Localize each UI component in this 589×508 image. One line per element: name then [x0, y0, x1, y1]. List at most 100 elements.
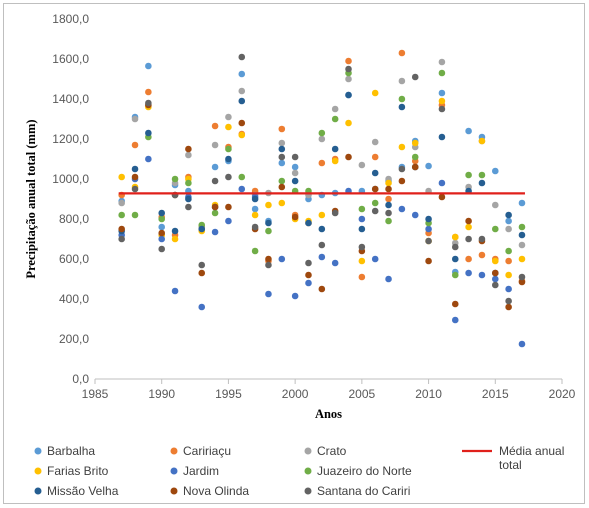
data-point [305, 279, 312, 287]
legend-item: Barbalha [34, 444, 95, 458]
data-point [505, 285, 512, 293]
data-point [305, 271, 312, 279]
data-point [371, 138, 379, 146]
x-tick-label: 2015 [482, 387, 509, 401]
data-point [318, 225, 326, 233]
series-farias-brito [118, 89, 526, 279]
data-point [425, 162, 432, 170]
data-point [211, 122, 219, 130]
data-point [345, 119, 352, 127]
data-point [225, 173, 232, 181]
series-crato [118, 58, 526, 249]
data-point [278, 199, 286, 207]
data-point [278, 183, 286, 191]
data-point [318, 159, 326, 167]
data-point [118, 173, 125, 181]
data-point [398, 103, 406, 111]
data-point [158, 235, 166, 243]
data-point [358, 243, 366, 251]
data-point [358, 161, 366, 169]
data-point [211, 177, 219, 185]
data-point [451, 243, 459, 251]
data-point [465, 255, 472, 263]
data-series [118, 49, 526, 348]
x-tick-label: 1990 [148, 387, 175, 401]
data-point [451, 271, 459, 279]
y-axis-ticks: 0,0 200,0 400,0 600,0 800,0 1000,0 1200,0 1400,… [52, 12, 89, 386]
legend-marker [34, 487, 42, 495]
data-point [385, 201, 392, 209]
data-point [291, 163, 299, 171]
data-point [398, 49, 406, 57]
data-point [518, 273, 526, 281]
data-point [238, 87, 246, 95]
legend-marker [34, 447, 42, 455]
data-point [225, 203, 232, 211]
legend-label: Juazeiro do Norte [317, 464, 412, 478]
legend-marker [304, 487, 312, 495]
data-point [291, 177, 299, 185]
data-point [358, 225, 366, 233]
data-point [185, 195, 192, 203]
data-point [238, 70, 246, 78]
series-caririaçu [118, 49, 526, 285]
data-point [398, 165, 406, 173]
data-point [438, 193, 446, 201]
data-point [198, 225, 206, 233]
data-point [318, 129, 326, 137]
data-point [318, 211, 326, 219]
data-point [211, 163, 219, 171]
data-point [425, 215, 432, 223]
data-point [371, 185, 379, 193]
data-point [398, 205, 406, 213]
data-point [491, 201, 499, 209]
legend-item: Farias Brito [34, 464, 109, 478]
data-point [385, 209, 392, 217]
data-point [505, 211, 512, 219]
data-point [291, 169, 299, 177]
data-point [398, 95, 406, 103]
data-point [238, 119, 246, 127]
data-point [358, 273, 366, 281]
data-point [345, 57, 352, 65]
legend-label: Caririaçu [183, 444, 231, 458]
data-point [385, 185, 392, 193]
data-point [331, 259, 339, 267]
y-tick-label: 1800,0 [52, 12, 89, 26]
data-point [451, 233, 459, 241]
data-point [465, 223, 472, 231]
data-point [198, 303, 206, 311]
data-point [185, 151, 192, 159]
data-point [505, 297, 512, 305]
data-point [478, 179, 486, 187]
y-tick-label: 400,0 [59, 292, 89, 306]
data-point [318, 285, 326, 293]
legend-label: Missão Velha [47, 484, 119, 498]
data-point [131, 115, 139, 123]
data-point [358, 257, 366, 265]
data-point [358, 205, 366, 213]
data-point [145, 62, 152, 70]
data-point [278, 153, 286, 161]
data-point [118, 199, 125, 207]
data-point [505, 257, 512, 265]
data-point [371, 153, 379, 161]
data-point [451, 255, 459, 263]
data-point [331, 145, 339, 153]
data-point [331, 105, 339, 113]
data-point [518, 255, 526, 263]
scatter-chart: 0,0 200,0 400,0 600,0 800,0 1000,0 1200,0 1400,… [24, 12, 576, 498]
data-point [158, 245, 166, 253]
data-point [491, 167, 499, 175]
data-point [518, 278, 526, 286]
legend-mean-label: Média anual [499, 444, 564, 458]
data-point [491, 225, 499, 233]
data-point [291, 153, 299, 161]
legend-item: Jardim [170, 464, 219, 478]
data-point [198, 261, 206, 269]
legend-item: Nova Olinda [170, 484, 249, 498]
data-point [291, 292, 299, 300]
data-point [185, 203, 192, 211]
data-point [411, 211, 419, 219]
data-point [518, 223, 526, 231]
